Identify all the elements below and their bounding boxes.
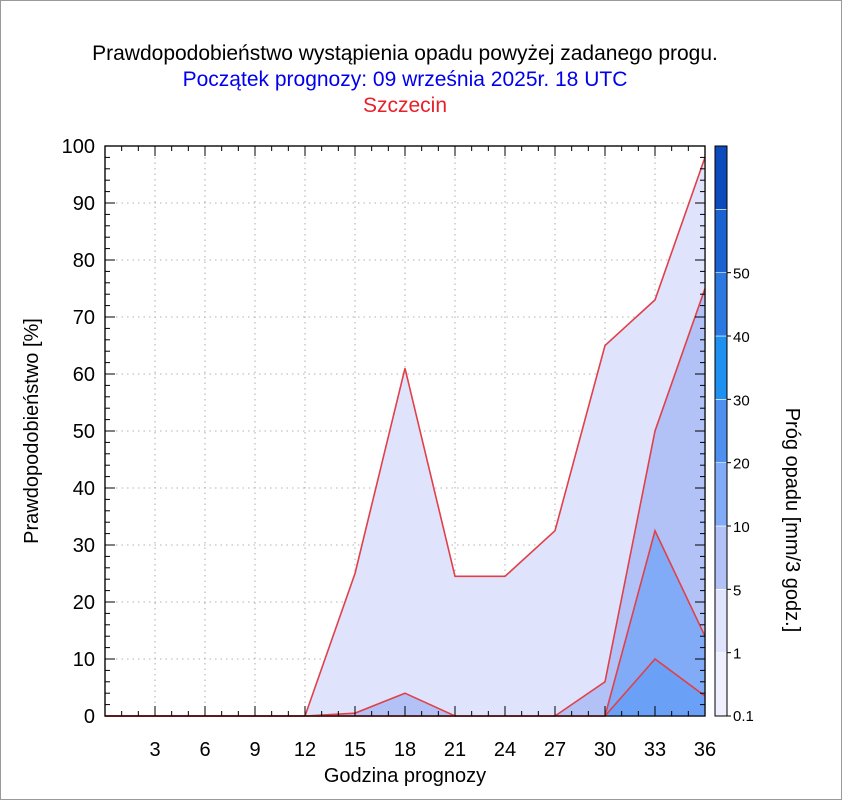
area-threshold-0.1 — [105, 157, 705, 716]
y-tick-label: 40 — [73, 478, 95, 500]
chart-title: Prawdopodobieństwo wystąpienia opadu pow… — [92, 42, 718, 65]
x-tick-label: 30 — [594, 739, 616, 761]
colorbar-tick-label: 1 — [733, 646, 741, 663]
y-tick-label: 0 — [84, 706, 95, 728]
threshold-colorbar: 0.1 1 5 10 20 30 40 50 — [714, 145, 754, 725]
location-name: Szczecin — [362, 94, 448, 117]
x-axis-label: Godzina prognozy — [324, 765, 486, 787]
colorbar-border — [714, 145, 728, 717]
colorbar-tick-label: 0.1 — [733, 708, 754, 725]
x-tick-label: 27 — [544, 739, 566, 761]
y-tick-label: 80 — [73, 250, 95, 272]
colorbar-segment — [714, 209, 728, 273]
colorbar-tick-label: 20 — [733, 456, 750, 473]
y-tick-label: 50 — [73, 421, 95, 443]
colorbar-segment — [714, 652, 728, 717]
x-tick-label: 12 — [294, 739, 316, 761]
x-tick-label: 36 — [694, 739, 716, 761]
colorbar-segment — [714, 589, 728, 653]
x-tick-label: 24 — [494, 739, 516, 761]
colorbar-segment — [714, 272, 728, 337]
x-tick-label: 33 — [644, 739, 666, 761]
y-tick-label: 90 — [73, 193, 95, 215]
colorbar-segment — [714, 335, 728, 400]
y-tick-label: 70 — [73, 307, 95, 329]
x-tick-label: 3 — [149, 739, 160, 761]
colorbar-tick-label: 50 — [733, 266, 750, 283]
y-tick-label: 20 — [73, 592, 95, 614]
y-tick-label: 10 — [73, 649, 95, 671]
area-threshold-10 — [105, 659, 705, 716]
x-tick-label: 18 — [394, 739, 416, 761]
colorbar-segment — [714, 399, 728, 463]
colorbar-tick-label: 30 — [733, 392, 750, 409]
colorbar-tick-label: 10 — [733, 519, 750, 536]
y-axis-label: Prawdopodobieństwo [%] — [21, 318, 43, 544]
colorbar-tick-label: 40 — [733, 329, 750, 346]
y-tick-label: 60 — [73, 364, 95, 386]
colorbar-segment — [714, 145, 728, 210]
x-tick-label: 9 — [249, 739, 260, 761]
y-tick-label: 30 — [73, 535, 95, 557]
x-tick-label: 15 — [344, 739, 366, 761]
colorbar-label: Próg opadu [mm/3 godz.] — [781, 408, 803, 633]
colorbar-segment — [714, 462, 728, 527]
grid-lines — [105, 146, 705, 716]
colorbar-tick-label: 5 — [733, 582, 741, 599]
colorbar-segment — [714, 525, 728, 590]
forecast-start: Początek prognozy: 09 września 2025r. 18… — [182, 68, 628, 91]
x-tick-label: 6 — [199, 739, 210, 761]
x-tick-label: 21 — [444, 739, 466, 761]
y-tick-label: 100 — [62, 136, 95, 158]
